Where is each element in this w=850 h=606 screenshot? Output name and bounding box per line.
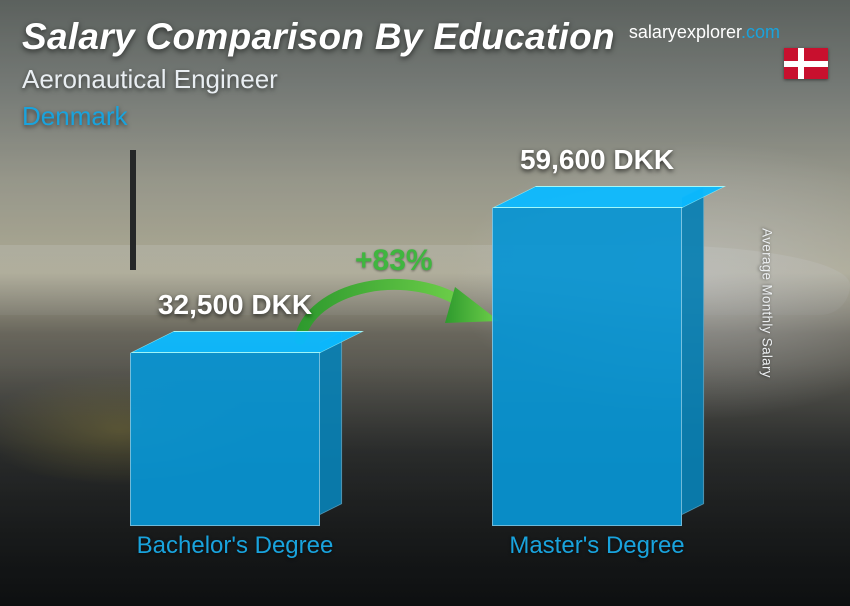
salary-bar-chart: +83% Bachelor's Degree 32,500 DKK Master's…: [0, 150, 850, 566]
brand-part2: .com: [741, 22, 780, 42]
bar-1: [492, 208, 682, 526]
percent-increase: +83%: [355, 244, 433, 278]
subtitle-role: Aeronautical Engineer: [22, 64, 828, 95]
bar-value-1: 59,600 DKK: [482, 144, 712, 176]
bar-label-1: Master's Degree: [472, 532, 722, 560]
denmark-flag-icon: [784, 48, 828, 79]
brand-part1: salaryexplorer: [629, 22, 741, 42]
subtitle-country: Denmark: [22, 101, 828, 132]
bar-0: [130, 353, 320, 526]
bar-value-0: 32,500 DKK: [120, 289, 350, 321]
brand-logo: salaryexplorer.com: [629, 22, 780, 43]
bar-label-0: Bachelor's Degree: [110, 532, 360, 560]
